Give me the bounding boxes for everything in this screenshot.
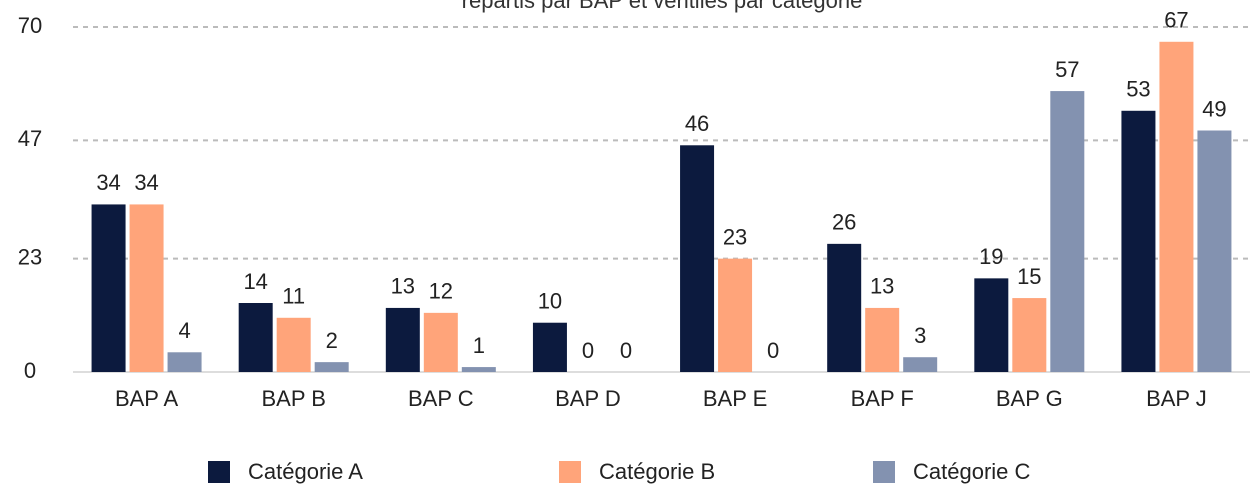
legend-swatch (559, 461, 581, 483)
bar (91, 204, 126, 372)
bar (276, 317, 311, 372)
data-label: 23 (723, 224, 747, 249)
data-label: 34 (96, 170, 120, 195)
data-label: 12 (429, 279, 453, 304)
legend-swatch (873, 461, 895, 483)
data-label: 15 (1017, 264, 1041, 289)
legend-label: Catégorie A (248, 459, 363, 484)
bar (1012, 298, 1047, 372)
y-tick-label: 0 (24, 358, 36, 383)
y-tick-label: 47 (18, 126, 42, 151)
data-label: 46 (685, 111, 709, 136)
y-tick-label: 23 (18, 244, 42, 269)
bar (423, 312, 458, 372)
data-label: 57 (1055, 57, 1079, 82)
legend-label: Catégorie B (599, 459, 715, 484)
data-label: 13 (870, 274, 894, 299)
bar (461, 367, 496, 372)
data-label: 26 (832, 210, 856, 235)
data-label: 13 (391, 274, 415, 299)
data-label: 0 (582, 338, 594, 363)
y-tick-label: 70 (18, 13, 42, 38)
x-tick-label: BAP D (555, 386, 621, 411)
data-label: 49 (1202, 96, 1226, 121)
data-label: 19 (979, 244, 1003, 269)
data-label: 3 (914, 323, 926, 348)
bar (1197, 130, 1232, 372)
data-label: 1 (473, 333, 485, 358)
bar (532, 322, 567, 372)
data-label: 2 (326, 328, 338, 353)
data-label: 0 (620, 338, 632, 363)
bar (680, 145, 715, 372)
bar (1159, 41, 1194, 373)
data-label: 14 (243, 269, 267, 294)
x-tick-label: BAP B (261, 386, 325, 411)
legend-label: Catégorie C (913, 459, 1031, 484)
bar (865, 307, 900, 372)
bar (238, 303, 273, 372)
data-label: 34 (134, 170, 158, 195)
bar (1050, 91, 1085, 373)
bar (718, 258, 753, 372)
bar (129, 204, 164, 372)
data-label: 10 (538, 289, 562, 314)
data-label: 0 (767, 338, 779, 363)
bar (385, 307, 420, 372)
legend-swatch (208, 461, 230, 483)
data-label: 67 (1164, 8, 1188, 33)
x-tick-label: BAP G (996, 386, 1063, 411)
x-tick-label: BAP A (115, 386, 179, 411)
chart-title: répartis par BAP et ventilés par catégor… (462, 0, 863, 13)
bar (1121, 110, 1156, 373)
x-tick-label: BAP E (703, 386, 767, 411)
data-label: 53 (1126, 77, 1150, 102)
bar (167, 352, 202, 372)
x-tick-label: BAP F (851, 386, 914, 411)
bar (314, 362, 349, 372)
data-label: 4 (178, 318, 190, 343)
bar (903, 357, 938, 372)
x-tick-label: BAP J (1146, 386, 1207, 411)
x-tick-label: BAP C (408, 386, 474, 411)
data-label: 11 (282, 284, 305, 309)
bar (827, 243, 862, 372)
bar (974, 278, 1009, 372)
